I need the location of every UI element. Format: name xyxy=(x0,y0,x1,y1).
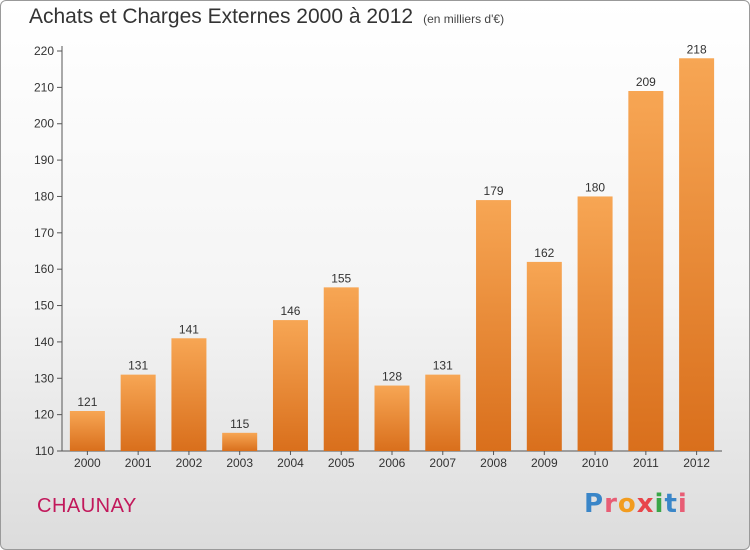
logo-letter: r xyxy=(604,489,618,519)
y-tick-label: 190 xyxy=(34,153,54,167)
data-label-2010: 180 xyxy=(585,180,605,194)
y-tick-label: 220 xyxy=(34,44,54,58)
logo-letter: i xyxy=(654,489,665,519)
bar-2000 xyxy=(69,411,105,451)
y-tick-label: 140 xyxy=(34,335,54,349)
logo-letter: t xyxy=(664,489,678,519)
city-name: CHAUNAY xyxy=(37,495,137,517)
data-labels: 121 131 141 115 146 155 128 131 179 162 180 209 218 xyxy=(77,42,707,431)
x-tick-label-2000: 2000 xyxy=(74,456,101,470)
bar-2007 xyxy=(425,374,461,451)
data-label-2007: 131 xyxy=(433,359,453,373)
proxiti-logo[interactable]: Proxiti xyxy=(584,489,688,519)
x-tick-label-2012: 2012 xyxy=(683,456,710,470)
bar-2003 xyxy=(222,432,258,451)
x-tick-label-2006: 2006 xyxy=(379,456,406,470)
chart-subtitle: (en milliers d'€) xyxy=(423,12,505,26)
x-tick-label-2005: 2005 xyxy=(328,456,355,470)
y-tick-label: 170 xyxy=(34,226,54,240)
bar-2009 xyxy=(526,261,562,451)
x-tick-label-2011: 2011 xyxy=(633,456,659,470)
y-tick-label: 130 xyxy=(34,371,54,385)
bar-2008 xyxy=(476,200,512,451)
y-tick-label: 180 xyxy=(34,189,54,203)
x-tick-label-2001: 2001 xyxy=(125,456,152,470)
bar-2011 xyxy=(628,91,664,451)
x-tick-label-2003: 2003 xyxy=(226,456,253,470)
y-tick-label: 200 xyxy=(34,117,54,131)
data-label-2009: 162 xyxy=(534,246,554,260)
bar-2002 xyxy=(171,338,207,451)
x-tick-label-2007: 2007 xyxy=(429,456,456,470)
logo-letter: i xyxy=(677,489,688,519)
bar-2001 xyxy=(120,374,156,451)
x-tick-label-2008: 2008 xyxy=(480,456,507,470)
data-label-2008: 179 xyxy=(484,184,504,198)
data-label-2001: 131 xyxy=(128,359,148,373)
y-tick-label: 210 xyxy=(34,80,54,94)
bar-2010 xyxy=(577,196,613,451)
y-tick-label: 150 xyxy=(34,299,54,313)
bar-2005 xyxy=(323,287,359,451)
y-tick-label: 120 xyxy=(34,408,54,422)
x-tick-label-2004: 2004 xyxy=(277,456,304,470)
data-label-2006: 128 xyxy=(382,370,402,384)
logo-letter: P xyxy=(584,489,605,519)
bar-2006 xyxy=(374,385,410,451)
data-label-2000: 121 xyxy=(77,395,97,409)
chart-title-text: Achats et Charges Externes 2000 à 2012 xyxy=(29,5,414,28)
data-label-2002: 141 xyxy=(179,322,199,336)
data-label-2003: 115 xyxy=(230,417,249,431)
bars xyxy=(69,58,715,451)
x-tick-label-2002: 2002 xyxy=(176,456,203,470)
bar-2004 xyxy=(272,320,308,451)
bar-2012 xyxy=(679,58,715,451)
data-label-2004: 146 xyxy=(280,304,300,318)
x-tick-label-2010: 2010 xyxy=(582,456,609,470)
data-label-2011: 209 xyxy=(636,75,656,89)
logo-letter: o xyxy=(617,489,637,519)
data-label-2005: 155 xyxy=(331,271,351,285)
data-label-2012: 218 xyxy=(687,42,707,56)
chart-title: Achats et Charges Externes 2000 à 2012 (e… xyxy=(29,5,504,29)
y-tick-label: 160 xyxy=(34,262,54,276)
x-tick-label-2009: 2009 xyxy=(531,456,558,470)
y-tick-label: 110 xyxy=(35,444,54,458)
logo-letter: x xyxy=(636,489,655,519)
